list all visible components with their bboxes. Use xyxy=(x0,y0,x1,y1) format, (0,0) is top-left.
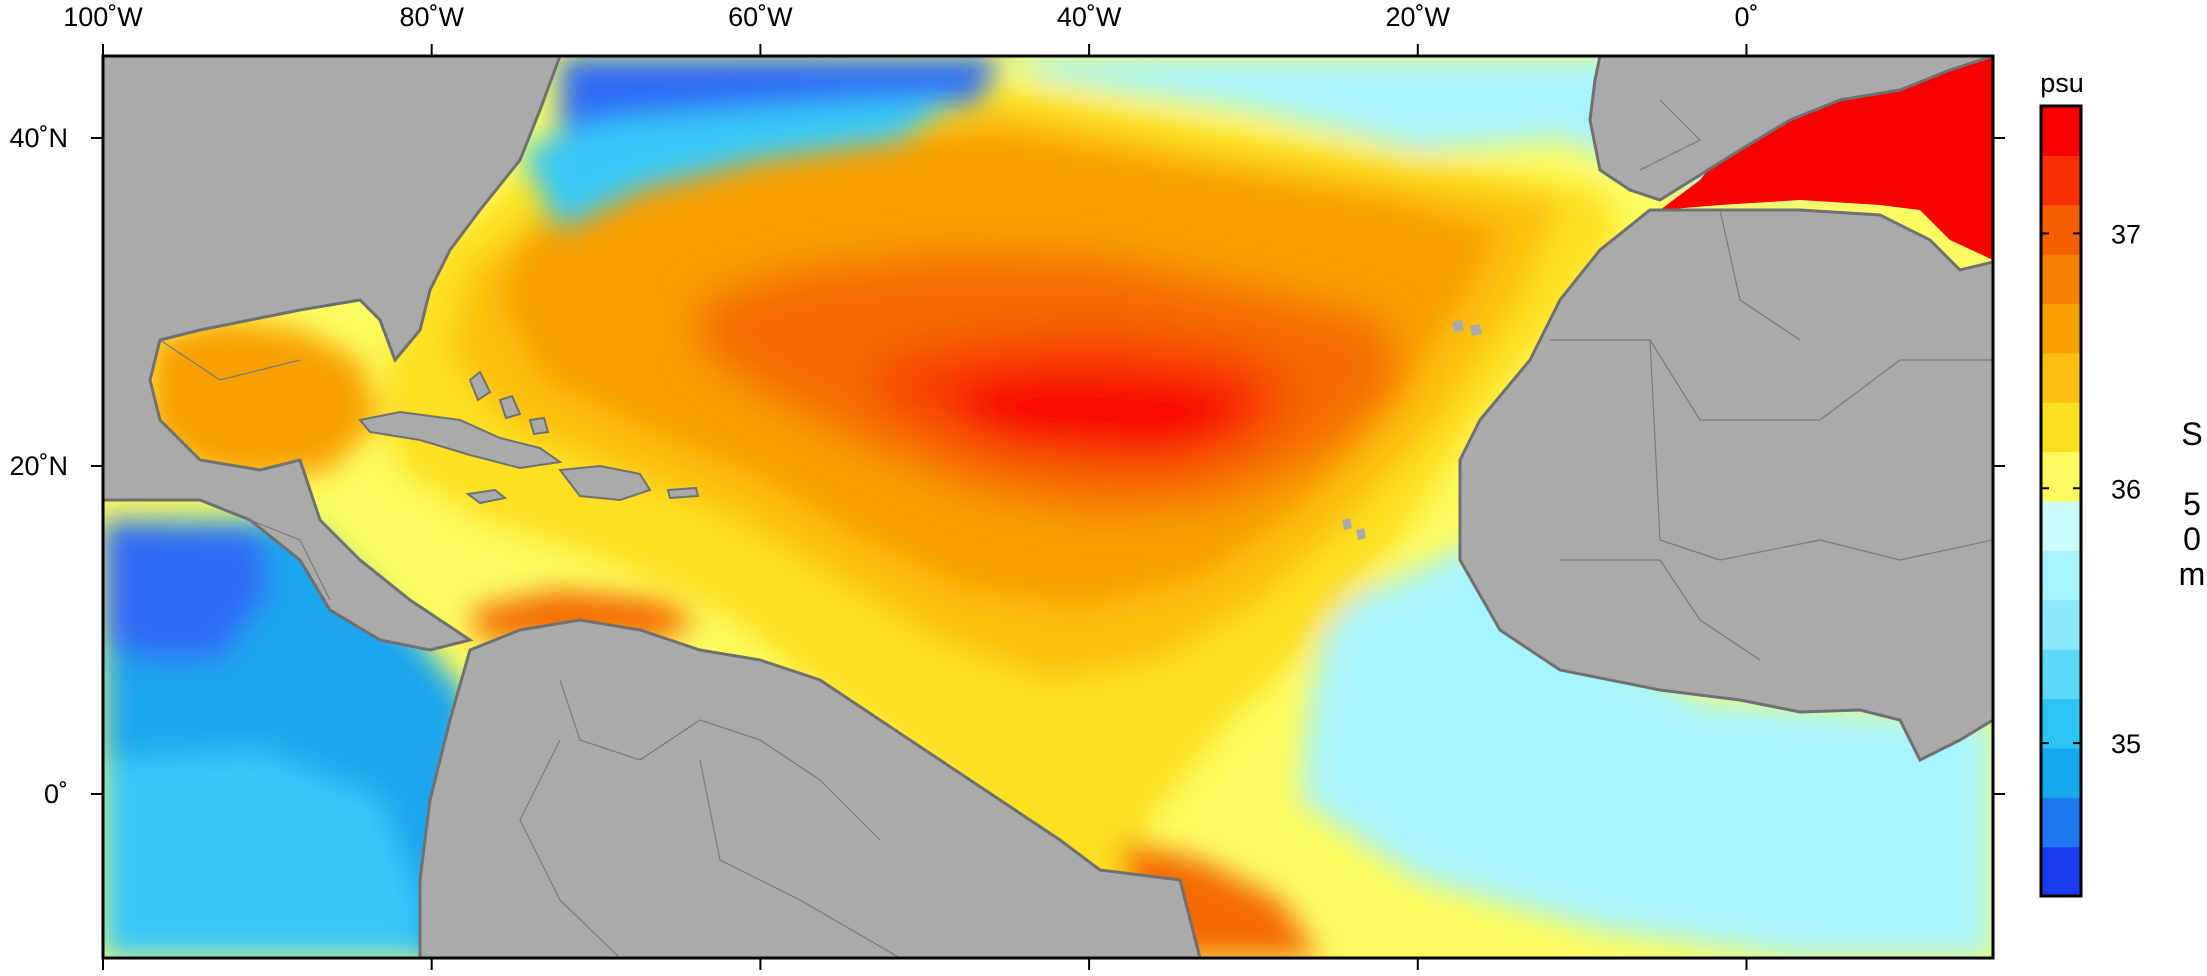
colorbar-segment xyxy=(2041,747,2081,798)
colorbar-segment xyxy=(2041,846,2081,897)
land-cuba xyxy=(358,410,563,470)
map-frame xyxy=(101,54,1995,960)
lat-tick-label: 20˚N xyxy=(9,451,68,481)
lon-tick-label: 80˚W xyxy=(399,2,464,32)
land-south-america xyxy=(418,618,1202,958)
colorbar-segment xyxy=(2041,204,2081,255)
lat-tick-label: 0˚ xyxy=(44,779,68,809)
colorbar xyxy=(2039,104,2083,898)
land-africa xyxy=(1458,208,1993,763)
lon-tick-label: 60˚W xyxy=(728,2,793,32)
colorbar-segment xyxy=(2041,155,2081,206)
colorbar-ticks: 37 36 35 xyxy=(2041,219,2141,759)
land-bahamas xyxy=(468,370,550,436)
coastal-blue-light-northeast xyxy=(520,96,960,230)
lat-tick-label: 40˚N xyxy=(9,123,68,153)
country-borders xyxy=(159,99,1993,958)
longitude-axis: 100˚W 80˚W 60˚W 40˚W 20˚W 0˚ xyxy=(63,2,1758,970)
colorbar-tick-label: 35 xyxy=(2111,729,2141,759)
colorbar-segment xyxy=(2041,501,2081,551)
variable-label: S 50m xyxy=(2179,416,2206,592)
lon-tick-label: 0˚ xyxy=(1734,2,1758,32)
pacific-blue-dark xyxy=(103,520,270,660)
variable-label-char: 0 xyxy=(2183,521,2201,557)
land-north-america xyxy=(103,56,562,652)
land-jamaica xyxy=(465,488,508,505)
colorbar-segment xyxy=(2041,550,2081,601)
land-puerto-rico xyxy=(666,486,700,500)
salinity-field xyxy=(103,56,1993,958)
colorbar-frame xyxy=(2039,104,2083,898)
land-europe xyxy=(1588,56,1993,202)
land-cape-verde xyxy=(1342,518,1366,540)
colorbar-segment xyxy=(2041,649,2081,700)
colorbar-segment xyxy=(2041,698,2081,749)
colorbar-tick-label: 37 xyxy=(2111,219,2141,249)
colorbar-unit-label: psu xyxy=(2040,68,2084,98)
colorbar-segment xyxy=(2041,402,2081,453)
colorbar-segment xyxy=(2041,106,2081,156)
colorbar-segment xyxy=(2041,451,2081,502)
pacific-blue-light xyxy=(103,750,420,958)
latitude-axis: 40˚N 20˚N 0˚ xyxy=(9,123,2005,809)
landmasses xyxy=(103,56,1993,958)
gulf-mexico-orange xyxy=(150,320,380,480)
colorbar-segment xyxy=(2041,254,2081,305)
colorbar-tick-label: 36 xyxy=(2111,474,2141,504)
colorbar-segment xyxy=(2041,599,2081,650)
land-hispaniola xyxy=(558,464,652,502)
low-salinity-gulf-guinea xyxy=(1300,540,1993,958)
lon-tick-label: 100˚W xyxy=(63,2,143,32)
variable-label-char: m xyxy=(2179,556,2206,592)
max-salinity-core xyxy=(955,370,1245,455)
variable-label-char: 5 xyxy=(2183,486,2201,522)
colorbar-segment xyxy=(2041,797,2081,848)
lon-tick-label: 40˚W xyxy=(1057,2,1122,32)
variable-label-char: S xyxy=(2181,416,2202,452)
colorbar-segment xyxy=(2041,303,2081,354)
lon-tick-label: 20˚W xyxy=(1386,2,1451,32)
colorbar-segment xyxy=(2041,352,2081,403)
land-canary-islands xyxy=(1452,320,1482,336)
mediterranean-red xyxy=(1660,56,1993,260)
